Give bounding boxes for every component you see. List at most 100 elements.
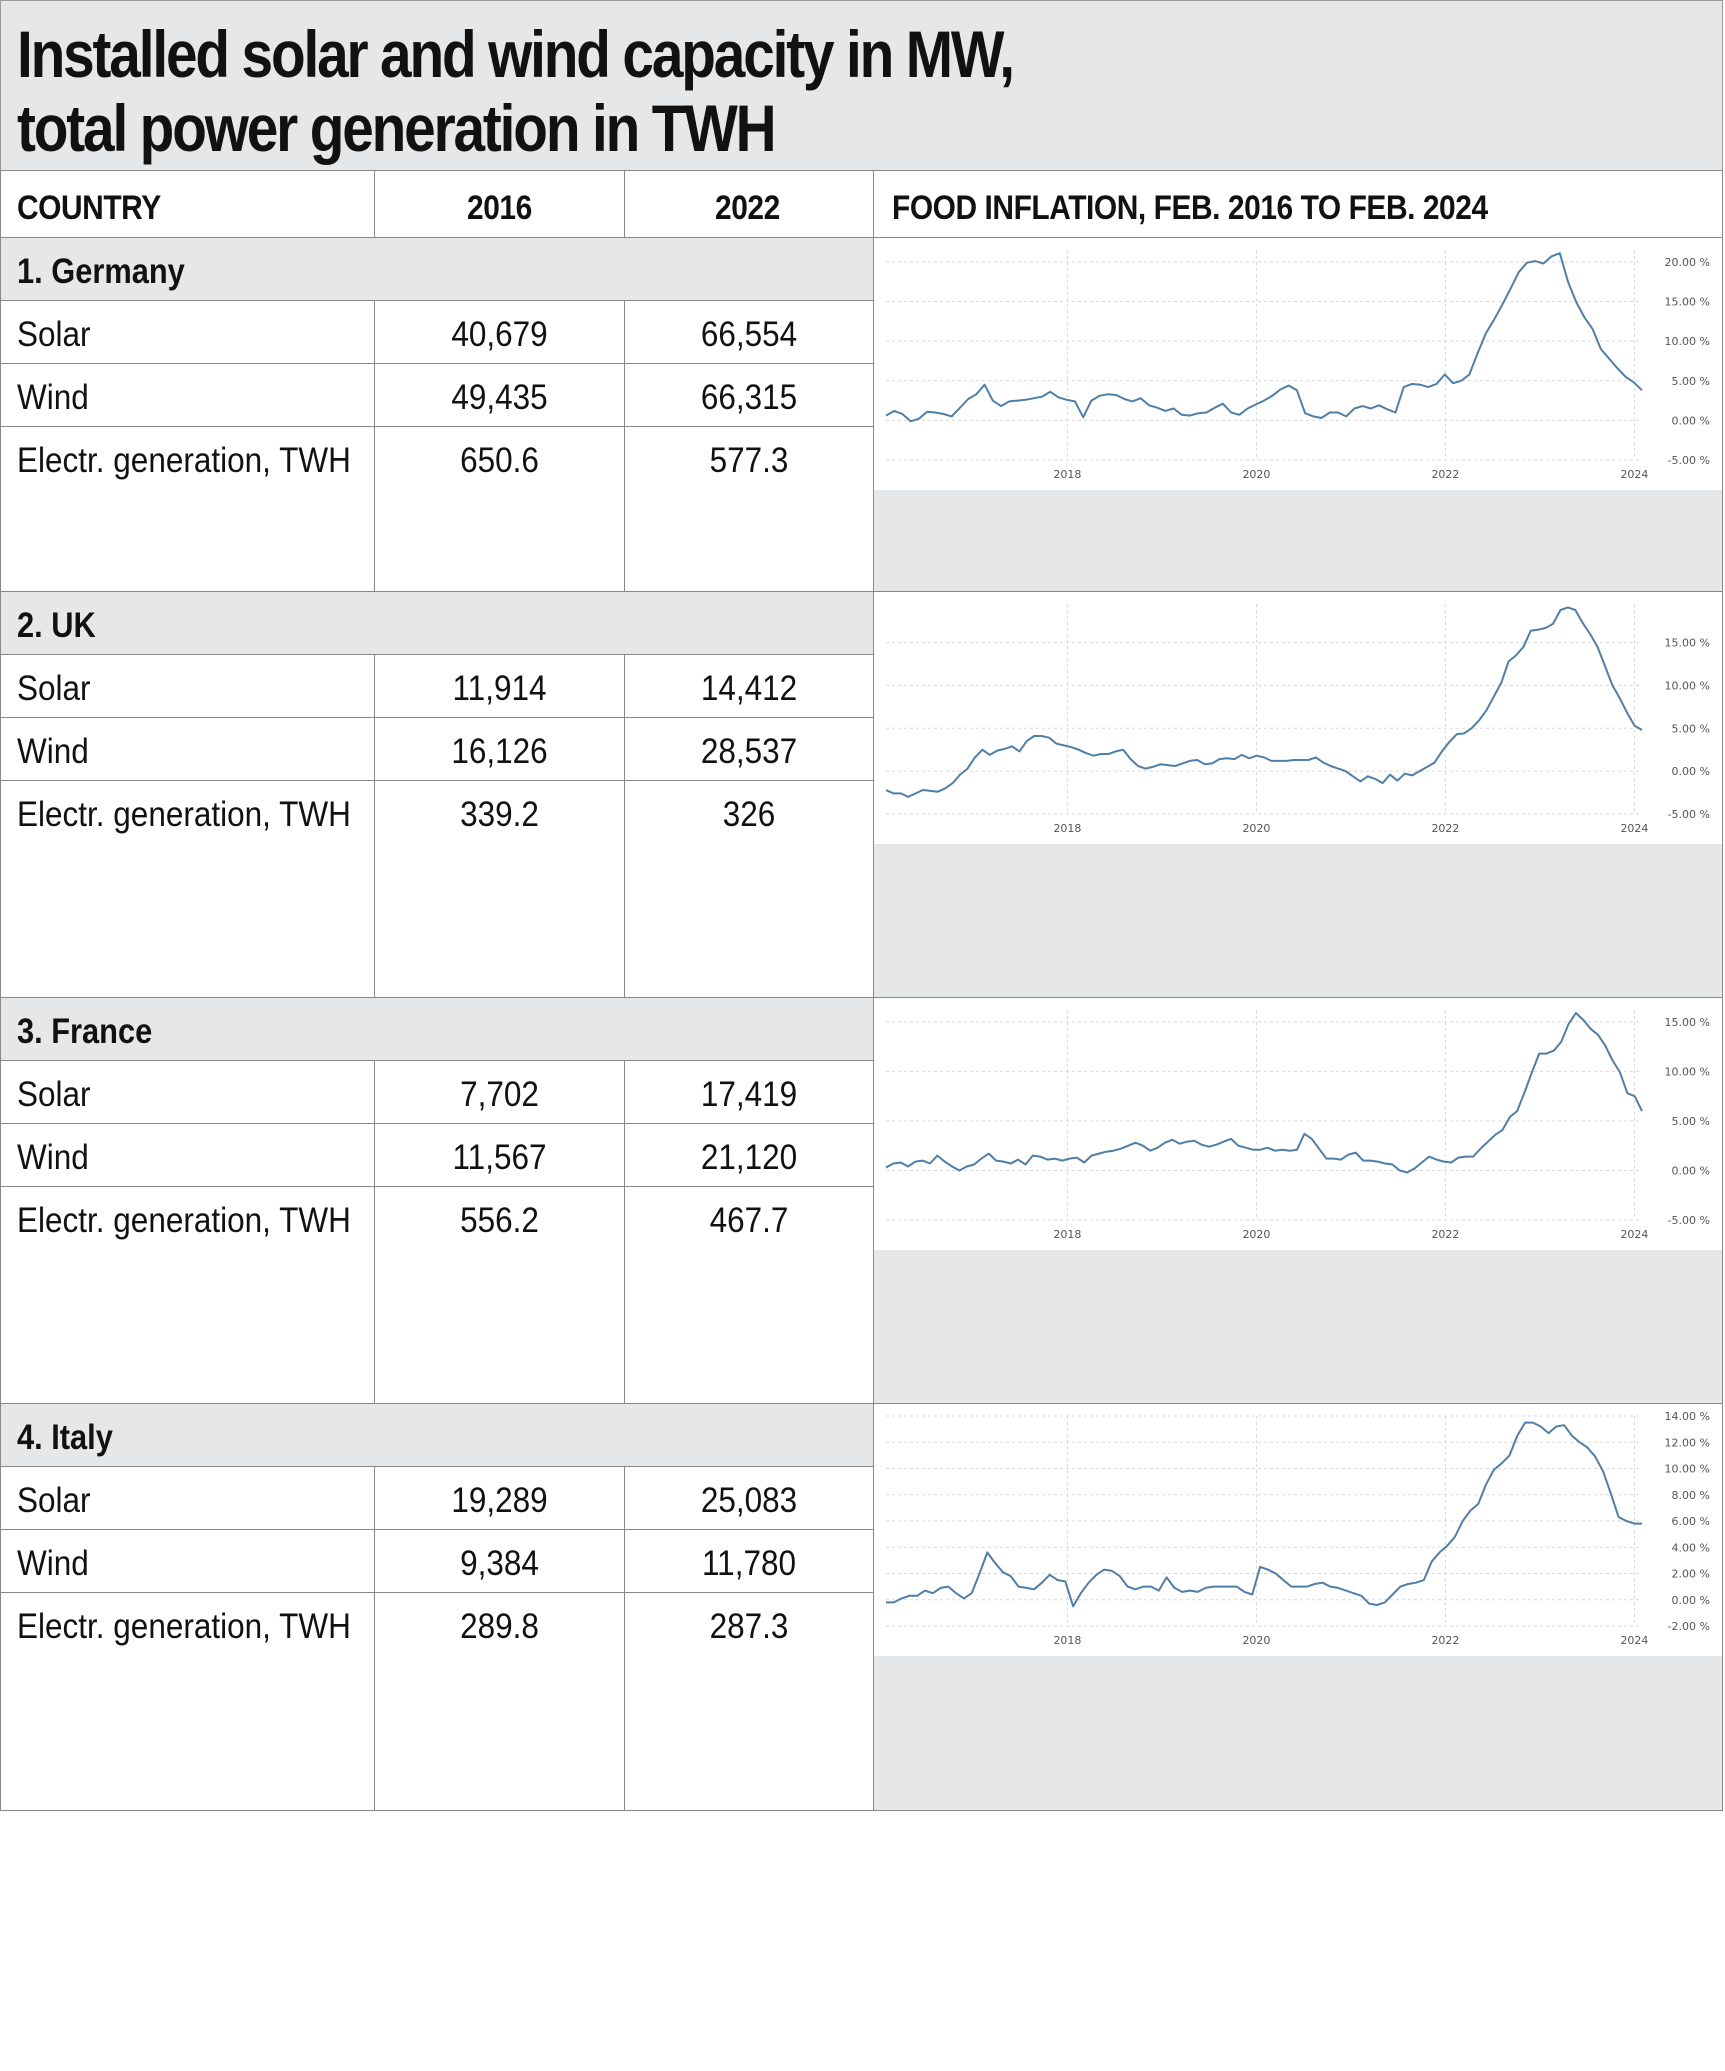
chart-germany: 20.00 % 15.00 % 10.00 % 5.00 % 0.00 % -5.00 %… <box>874 238 1722 490</box>
value-cell: 577.3 <box>624 426 874 592</box>
food-inflation-line <box>886 1421 1642 1608</box>
y-tick-label: 10.00 % <box>1665 1463 1710 1476</box>
y-tick-label: 15.00 % <box>1665 296 1710 309</box>
value-cell: 25,083 <box>624 1466 874 1530</box>
x-tick-label: 2022 <box>1431 822 1459 835</box>
value-2022: 21,120 <box>700 1138 798 1177</box>
value-cell: 11,567 <box>374 1123 625 1187</box>
country-header-france: 3. France <box>0 997 874 1061</box>
header-country-cell: COUNTRY <box>0 170 375 238</box>
value-cell: 326 <box>624 780 874 998</box>
value-2016: 556.2 <box>460 1201 539 1240</box>
y-tick-label: 20.00 % <box>1665 256 1710 269</box>
food-inflation-line <box>885 252 1643 423</box>
chart-panel-france: 15.00 % 10.00 % 5.00 % 0.00 % -5.00 % 2018 202… <box>873 997 1723 1404</box>
value-2022: 326 <box>722 795 776 834</box>
row-label: Electr. generation, TWH <box>17 441 351 480</box>
x-tick-label: 2024 <box>1620 468 1648 481</box>
row-label: Solar <box>17 1075 91 1114</box>
value-2016: 40,679 <box>451 315 548 354</box>
page-title-line-2: total power generation in TWH <box>17 91 777 165</box>
value-2016: 11,567 <box>452 1138 547 1177</box>
row-label: Wind <box>17 1138 89 1177</box>
row-label-cell: Solar <box>0 654 375 718</box>
country-name: 4. Italy <box>17 1418 113 1457</box>
header-2022-cell: 2022 <box>624 170 874 238</box>
value-cell: 40,679 <box>374 300 625 364</box>
y-tick-label: 14.00 % <box>1665 1410 1710 1423</box>
value-2016: 11,914 <box>452 669 547 708</box>
value-2022: 28,537 <box>700 732 798 771</box>
value-cell: 66,315 <box>624 363 874 427</box>
value-2022: 287.3 <box>709 1607 789 1646</box>
x-tick-label: 2022 <box>1431 1228 1459 1241</box>
value-2016: 16,126 <box>451 732 548 771</box>
x-tick-label: 2020 <box>1242 1634 1270 1647</box>
country-header-italy: 4. Italy <box>0 1403 874 1467</box>
value-2016: 650.6 <box>460 441 539 480</box>
value-2016: 9,384 <box>460 1544 539 1583</box>
value-2016: 289.8 <box>460 1607 539 1646</box>
row-label: Solar <box>17 669 91 708</box>
row-label: Wind <box>17 378 89 417</box>
value-2022: 66,554 <box>700 315 798 354</box>
x-tick-label: 2020 <box>1242 1228 1270 1241</box>
chart-panel-germany: 20.00 % 15.00 % 10.00 % 5.00 % 0.00 % -5.00 %… <box>873 237 1723 592</box>
row-label-cell: Solar <box>0 1466 375 1530</box>
y-tick-label: 0.00 % <box>1672 1594 1710 1607</box>
value-2022: 25,083 <box>700 1481 798 1520</box>
y-tick-label: 2.00 % <box>1672 1568 1710 1581</box>
row-label: Electr. generation, TWH <box>17 795 351 834</box>
value-cell: 7,702 <box>374 1060 625 1124</box>
value-2022: 467.7 <box>709 1201 789 1240</box>
x-tick-label: 2018 <box>1053 1634 1081 1647</box>
country-header-uk: 2. UK <box>0 591 874 655</box>
value-cell: 650.6 <box>374 426 625 592</box>
value-2022: 577.3 <box>709 441 789 480</box>
x-tick-label: 2022 <box>1431 1634 1459 1647</box>
country-name: 1. Germany <box>17 252 185 291</box>
row-label-cell: Wind <box>0 1123 375 1187</box>
y-tick-label: 5.00 % <box>1672 375 1710 388</box>
row-label: Electr. generation, TWH <box>17 1607 351 1646</box>
header-chart-cell: FOOD INFLATION, FEB. 2016 TO FEB. 2024 <box>873 170 1723 238</box>
row-label-cell: Wind <box>0 717 375 781</box>
row-label: Electr. generation, TWH <box>17 1201 351 1240</box>
header-year-2016: 2016 <box>467 189 532 227</box>
value-cell: 19,289 <box>374 1466 625 1530</box>
header-year-2022: 2022 <box>715 189 780 227</box>
y-tick-label: 10.00 % <box>1665 335 1710 348</box>
header-country: COUNTRY <box>17 189 161 227</box>
value-2022: 11,780 <box>701 1544 796 1583</box>
title-banner: Installed solar and wind capacity in MW,… <box>0 0 1723 171</box>
row-label-cell: Electr. generation, TWH <box>0 780 375 998</box>
x-tick-label: 2020 <box>1242 468 1270 481</box>
y-tick-label: 4.00 % <box>1672 1541 1710 1554</box>
y-tick-label: 0.00 % <box>1672 765 1710 778</box>
y-tick-label: 12.00 % <box>1665 1436 1710 1449</box>
y-tick-label: 15.00 % <box>1665 637 1710 650</box>
y-tick-label: 8.00 % <box>1672 1489 1710 1502</box>
row-label: Solar <box>17 1481 91 1520</box>
x-tick-label: 2020 <box>1242 822 1270 835</box>
header-chart-title: FOOD INFLATION, FEB. 2016 TO FEB. 2024 <box>892 189 1488 227</box>
x-tick-label: 2018 <box>1053 1228 1081 1241</box>
y-tick-label: 10.00 % <box>1665 1065 1710 1078</box>
y-tick-label: -5.00 % <box>1668 1214 1710 1227</box>
x-tick-label: 2024 <box>1620 1228 1648 1241</box>
value-cell: 339.2 <box>374 780 625 998</box>
value-cell: 11,914 <box>374 654 625 718</box>
value-2016: 339.2 <box>460 795 539 834</box>
y-tick-label: -5.00 % <box>1668 454 1710 467</box>
value-2016: 7,702 <box>460 1075 539 1114</box>
x-tick-label: 2018 <box>1053 822 1081 835</box>
x-tick-label: 2024 <box>1620 822 1648 835</box>
x-tick-label: 2018 <box>1053 468 1081 481</box>
value-cell: 21,120 <box>624 1123 874 1187</box>
y-tick-label: -5.00 % <box>1668 808 1710 821</box>
food-inflation-line <box>885 606 1643 798</box>
y-tick-label: 0.00 % <box>1672 1164 1710 1177</box>
y-tick-label: 15.00 % <box>1665 1016 1710 1029</box>
value-2022: 66,315 <box>700 378 798 417</box>
x-tick-label: 2022 <box>1431 468 1459 481</box>
